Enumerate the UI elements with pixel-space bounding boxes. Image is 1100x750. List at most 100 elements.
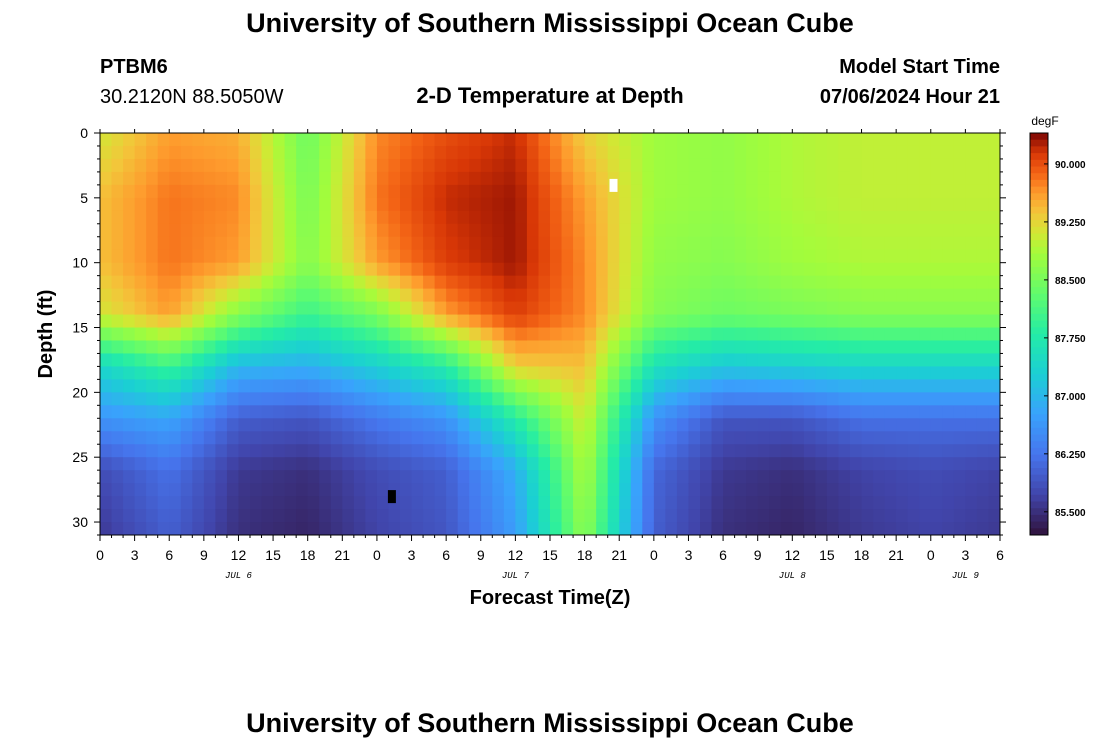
heatmap-cell (561, 366, 574, 380)
heatmap-cell (873, 457, 886, 471)
heatmap-cell (226, 366, 239, 380)
heatmap-cell (792, 262, 805, 277)
heatmap-cell (423, 379, 436, 393)
heatmap-cell (734, 327, 747, 341)
heatmap-cell (711, 133, 724, 147)
heatmap-cell (803, 431, 816, 445)
heatmap-cell (469, 275, 482, 290)
heatmap-cell (365, 314, 378, 329)
heatmap-cell (284, 353, 297, 367)
heatmap-cell (780, 249, 793, 264)
heatmap-cell (815, 444, 828, 458)
heatmap-cell (746, 314, 759, 329)
heatmap-cell (930, 405, 943, 419)
heatmap-cell (111, 392, 124, 406)
heatmap-cell (907, 184, 920, 199)
heatmap-cell (157, 301, 170, 316)
heatmap-cell (838, 431, 851, 445)
heatmap-cell (642, 340, 655, 354)
heatmap-cell (446, 496, 459, 510)
heatmap-cell (815, 405, 828, 419)
heatmap-cell (630, 133, 643, 147)
heatmap-cell (353, 509, 366, 523)
heatmap-cell (400, 483, 413, 497)
heatmap-cell (515, 288, 528, 303)
heatmap-cell (353, 327, 366, 341)
heatmap-cell (873, 431, 886, 445)
heatmap-cell (723, 379, 736, 393)
heatmap-cell (873, 158, 886, 173)
heatmap-cell (665, 522, 678, 536)
heatmap-cell (607, 262, 620, 277)
heatmap-cell (665, 197, 678, 212)
heatmap-cell (446, 418, 459, 432)
heatmap-cell (665, 340, 678, 354)
heatmap-cell (988, 457, 1001, 471)
heatmap-cell (169, 522, 182, 536)
heatmap-cell (307, 366, 320, 380)
heatmap-cell (250, 353, 263, 367)
heatmap-cell (446, 249, 459, 264)
heatmap-cell (665, 262, 678, 277)
heatmap-cell (723, 314, 736, 329)
heatmap-cell (630, 340, 643, 354)
heatmap-cell (976, 457, 989, 471)
heatmap-cell (757, 223, 770, 238)
heatmap-cell (665, 483, 678, 497)
heatmap-cell (930, 327, 943, 341)
heatmap-cell (353, 418, 366, 432)
heatmap-cell (780, 314, 793, 329)
heatmap-cell (826, 288, 839, 303)
heatmap-cell (100, 483, 113, 497)
heatmap-cell (250, 210, 263, 225)
heatmap-cell (746, 418, 759, 432)
heatmap-cell (157, 275, 170, 290)
heatmap-cell (180, 249, 193, 264)
heatmap-cell (723, 483, 736, 497)
heatmap-cell (884, 158, 897, 173)
heatmap-cell (596, 171, 609, 186)
heatmap-cell (896, 392, 909, 406)
heatmap-cell (780, 470, 793, 484)
heatmap-cell (226, 483, 239, 497)
heatmap-cell (780, 327, 793, 341)
heatmap-cell (815, 210, 828, 225)
heatmap-cell (203, 392, 216, 406)
heatmap-cell (480, 418, 493, 432)
heatmap-cell (146, 288, 159, 303)
heatmap-cell (780, 379, 793, 393)
x-tick-label: 6 (165, 547, 173, 563)
colorbar-segment (1030, 233, 1048, 241)
heatmap-cell (780, 496, 793, 510)
heatmap-cell (319, 262, 332, 277)
heatmap-cell (203, 522, 216, 536)
heatmap-cell (342, 171, 355, 186)
heatmap-cell (353, 210, 366, 225)
heatmap-cell (630, 444, 643, 458)
heatmap-cell (538, 133, 551, 147)
y-axis-title: Depth (ft) (35, 290, 57, 379)
heatmap-cell (769, 431, 782, 445)
heatmap-cell (850, 470, 863, 484)
heatmap-cell (861, 340, 874, 354)
heatmap-cell (342, 418, 355, 432)
heatmap-cell (446, 457, 459, 471)
heatmap-cell (630, 327, 643, 341)
heatmap-cell (700, 158, 713, 173)
heatmap-cell (238, 457, 251, 471)
heatmap-cell (538, 314, 551, 329)
heatmap-cell (826, 470, 839, 484)
heatmap-cell (261, 405, 274, 419)
heatmap-cell (365, 457, 378, 471)
heatmap-cell (861, 327, 874, 341)
heatmap-cell (215, 288, 228, 303)
heatmap-cell (273, 171, 286, 186)
heatmap-cell (826, 457, 839, 471)
heatmap-cell (723, 249, 736, 264)
heatmap-cell (792, 249, 805, 264)
heatmap-cell (688, 262, 701, 277)
heatmap-cell (296, 483, 309, 497)
heatmap-cell (919, 314, 932, 329)
heatmap-cell (780, 366, 793, 380)
heatmap-cell (988, 288, 1001, 303)
